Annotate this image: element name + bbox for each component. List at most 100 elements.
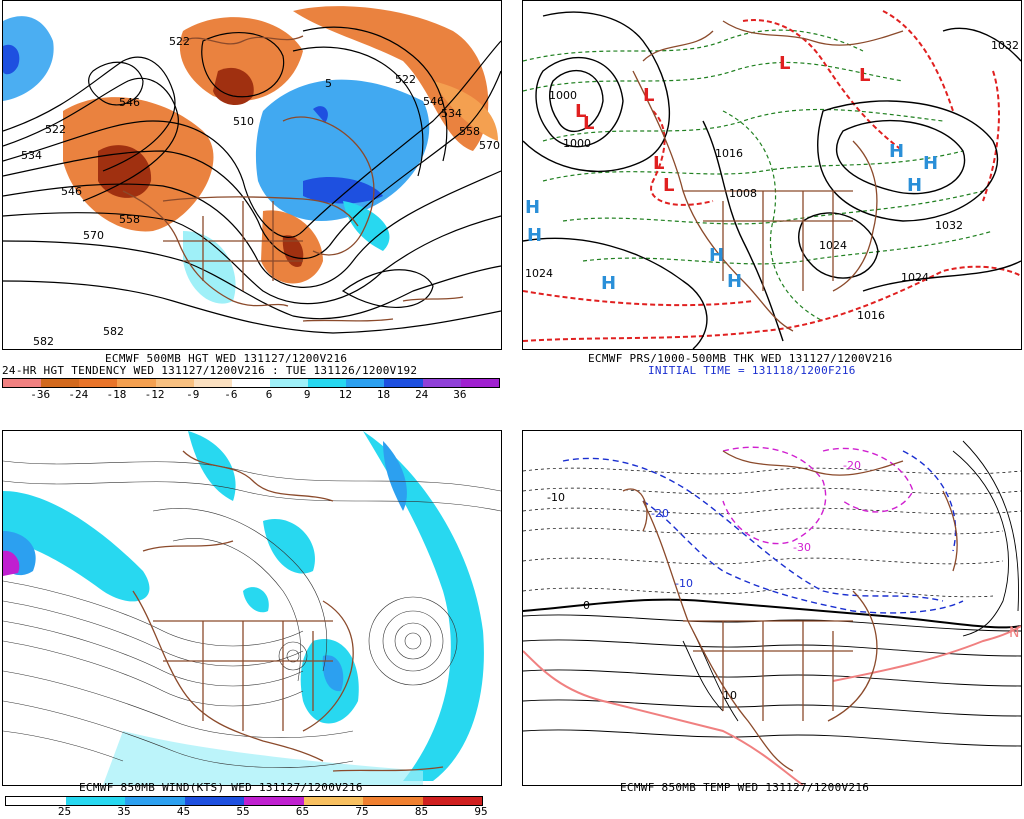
contour-label: 546 <box>119 96 140 109</box>
temperature-contours <box>523 467 1021 598</box>
freezing-line <box>523 598 1021 629</box>
colorbar-swatch <box>308 379 347 387</box>
low-pressure-marker: L <box>663 175 674 196</box>
isotherm-label: N <box>1009 625 1019 641</box>
colorbar-tick-label: 12 <box>338 388 352 401</box>
colorbar-swatch <box>244 797 304 805</box>
colorbar-tick-label: 95 <box>474 805 488 818</box>
colorbar-tick-label: 24 <box>415 388 429 401</box>
contour-label: 534 <box>441 107 462 120</box>
colorbar-tick-label: 65 <box>295 805 310 818</box>
geographic-borders <box>622 450 958 772</box>
contour-label: 534 <box>21 149 42 162</box>
low-pressure-marker: L <box>779 53 790 74</box>
colorbar-tick-label: 45 <box>176 805 191 818</box>
isobar-label: 1000 <box>549 89 577 102</box>
isotherm-label: -20 <box>651 507 669 520</box>
colorbar-swatch <box>269 379 309 387</box>
panel-850mb-wind: ECMWF 850MB WIND(KTS) WED 131127/1200V21… <box>0 410 512 819</box>
colorbar-swatch <box>346 379 385 387</box>
panel-pressure-thickness: H H H H H H H H L L L L L L L 1000 1024 <box>512 0 1024 410</box>
geographic-borders <box>122 35 464 322</box>
isobars <box>523 11 1021 349</box>
contour-label: 546 <box>423 95 444 108</box>
map-850mb-temp: -10 -20 -30 -10 -20 0 10 N <box>522 430 1022 786</box>
contour-label: 582 <box>27 347 48 349</box>
caption-500mb-height: ECMWF 500MB HGT WED 131127/1200V216 <box>105 352 348 365</box>
colorbar-tick-label: 85 <box>414 805 429 818</box>
panel-500mb-height: 522 522 546 510 546 558 570 534 522 5 54… <box>0 0 512 410</box>
low-pressure-marker: L <box>653 153 664 174</box>
isobar-label: 1032 <box>935 219 963 232</box>
temperature-map: -10 -20 -30 -10 -20 0 10 N <box>523 440 1021 785</box>
colorbar-swatch <box>184 797 244 805</box>
contour-label: 522 <box>395 73 416 86</box>
high-pressure-marker: H <box>907 175 922 196</box>
high-pressure-marker: H <box>889 141 904 162</box>
isobar-label: 1024 <box>901 271 929 284</box>
high-pressure-marker: H <box>525 197 540 218</box>
caption-initial-time: INITIAL TIME = 131118/1200F216 <box>648 364 856 377</box>
warm-isotherms <box>523 625 1021 785</box>
isobar-labels: 1000 1024 1024 1032 1032 1024 1016 1016 … <box>525 39 1019 322</box>
low-pressure-marker: L <box>859 65 870 86</box>
colorbar-tick-label: 75 <box>355 805 369 818</box>
colorbar-swatch <box>363 797 423 805</box>
map-500mb-height: 522 522 546 510 546 558 570 534 522 5 54… <box>2 0 502 350</box>
height-tendency-fills <box>3 6 498 304</box>
colorbar-tick-label: 55 <box>236 805 250 818</box>
colorbar-tick-label: -36 <box>30 388 51 401</box>
high-pressure-marker: H <box>709 245 724 266</box>
contour-label: 570 <box>479 139 500 152</box>
colorbar-tick-label: 25 <box>57 805 72 818</box>
colorbar-tick-label: 36 <box>453 388 467 401</box>
contour-label: 582 <box>103 325 124 338</box>
contour-label: 546 <box>61 185 82 198</box>
isotherm-label: -20 <box>843 459 861 472</box>
contour-label: 582 <box>33 335 54 348</box>
high-pressure-markers: H H H H H H H H <box>525 141 938 294</box>
colorbar-tick-label: 6 <box>265 388 273 401</box>
isotherm-label: -10 <box>675 577 693 590</box>
isotherm-label: 0 <box>583 599 590 612</box>
colorbar-swatch <box>125 797 185 805</box>
streamlines <box>3 460 501 768</box>
wind-speed-fills <box>3 431 484 785</box>
colorbar-tick-label: -6 <box>224 388 238 401</box>
high-pressure-marker: H <box>923 153 938 174</box>
colorbar-tick-label: 35 <box>117 805 131 818</box>
colorbar-swatch <box>3 379 42 387</box>
colorbar-swatch <box>193 379 232 387</box>
colorbar-swatch <box>117 379 156 387</box>
high-pressure-marker: H <box>727 271 742 292</box>
wind-speed-colorbar-labels: 25 35 45 55 65 75 85 95 <box>5 805 488 818</box>
colorbar-swatch <box>460 379 499 387</box>
isobar-label: 1024 <box>819 239 847 252</box>
low-pressure-marker: L <box>575 101 586 122</box>
colorbar-swatch <box>422 379 461 387</box>
contour-label: 570 <box>83 229 104 242</box>
colorbar-tick-label: 18 <box>376 388 391 401</box>
caption-height-tendency: 24-HR HGT TENDENCY WED 131127/1200V216 :… <box>2 364 418 377</box>
colorbar-tick-label: -12 <box>144 388 165 401</box>
very-cold-isotherms <box>722 446 914 545</box>
low-pressure-markers: L L L L L L L <box>575 53 870 196</box>
pressure-thickness-map: H H H H H H H H L L L L L L L 1000 1024 <box>523 10 1021 349</box>
isobar-label: 1016 <box>715 147 743 160</box>
height-tendency-map: 522 522 546 510 546 558 570 534 522 5 54… <box>3 6 501 349</box>
colorbar-swatch <box>422 797 482 805</box>
isobar-label: 1024 <box>525 267 553 280</box>
caption-pressure-thickness: ECMWF PRS/1000-500MB THK WED 131127/1200… <box>588 352 893 365</box>
caption-850mb-wind: ECMWF 850MB WIND(KTS) WED 131127/1200V21… <box>79 781 363 794</box>
high-pressure-marker: H <box>527 225 542 246</box>
height-tendency-colorbar-labels: -36 -24 -18 -12 -9 -6 6 9 12 18 24 36 <box>2 389 498 401</box>
colorbar-swatch <box>65 797 125 805</box>
high-pressure-marker: H <box>601 273 616 294</box>
map-pressure-thickness: H H H H H H H H L L L L L L L 1000 1024 <box>522 0 1022 350</box>
geographic-borders <box>632 20 904 332</box>
wind-speed-colorbar <box>5 796 483 806</box>
contour-label: 510 <box>233 115 254 128</box>
height-contour-labels: 522 522 546 510 546 558 570 534 522 5 54… <box>21 35 500 349</box>
panel-850mb-temp: -10 -20 -30 -10 -20 0 10 N ECMWF 850MB T… <box>512 410 1024 819</box>
colorbar-tick-label: -9 <box>186 388 200 401</box>
